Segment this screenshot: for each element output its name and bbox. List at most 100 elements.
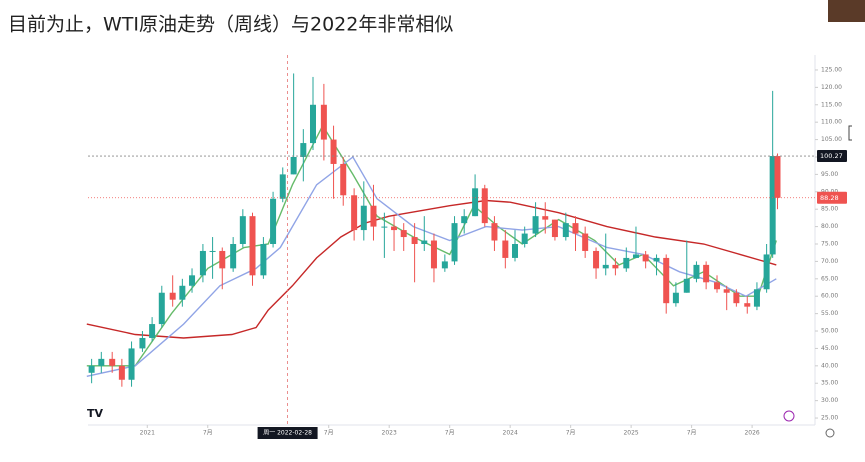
- candle-body: [653, 257, 660, 262]
- candle-body: [179, 285, 186, 300]
- candle-body: [733, 292, 740, 304]
- candle-body: [441, 261, 448, 269]
- candle-body: [572, 223, 579, 234]
- y-tick-label: 75.00: [821, 241, 838, 248]
- candle-body: [623, 257, 630, 269]
- candle-body: [551, 219, 558, 238]
- candle-body: [512, 244, 519, 258]
- candle-body: [330, 139, 337, 164]
- candle-body: [139, 337, 146, 349]
- avatar: [828, 0, 865, 22]
- candle-body: [542, 216, 549, 220]
- y-tick-label: 125.00: [821, 66, 842, 73]
- candle-body: [279, 174, 286, 199]
- candle-body: [714, 282, 721, 290]
- candle-body: [381, 226, 388, 228]
- candle-body: [128, 348, 135, 380]
- logo: TV: [87, 407, 104, 420]
- moving-average-line: [86, 155, 777, 377]
- side-icon[interactable]: [848, 125, 852, 141]
- last-price-box: [817, 191, 847, 204]
- x-tick-label: 2026: [744, 430, 759, 437]
- x-tick-label: 7月: [687, 430, 697, 437]
- x-tick-label: 7月: [324, 430, 334, 437]
- y-tick-label: 45.00: [821, 345, 838, 352]
- candle-body: [158, 292, 165, 325]
- candle-body: [199, 250, 206, 276]
- candle-body: [400, 230, 407, 238]
- candle-body: [300, 143, 307, 157]
- moving-average-line: [86, 199, 777, 339]
- candle-body: [260, 244, 267, 276]
- candle-body: [249, 216, 256, 276]
- candle-body: [753, 289, 760, 307]
- candle-body: [491, 223, 498, 241]
- candle-body: [642, 254, 649, 262]
- candle-body: [461, 216, 468, 224]
- candle-body: [744, 303, 751, 307]
- settings-icon[interactable]: [825, 428, 835, 438]
- y-tick-label: 95.00: [821, 171, 838, 178]
- candle-body: [351, 195, 358, 231]
- moving-average-line: [86, 124, 777, 367]
- candle-body: [774, 156, 781, 198]
- crosshair-y-label: 100.27: [820, 152, 843, 160]
- candle-body: [88, 365, 95, 373]
- y-tick-label: 50.00: [821, 328, 838, 335]
- candle-body: [320, 104, 327, 140]
- candle-body: [663, 257, 670, 304]
- candle-body: [340, 163, 347, 196]
- candle-body: [430, 240, 437, 269]
- crosshair-y-box: [817, 150, 847, 163]
- y-tick-label: 60.00: [821, 293, 838, 300]
- candle-body: [562, 223, 569, 238]
- last-price-label: 88.28: [820, 194, 839, 202]
- candle-body: [360, 205, 367, 231]
- candle-body: [98, 358, 105, 366]
- candle-body: [723, 289, 730, 293]
- y-tick-label: 65.00: [821, 275, 838, 282]
- candle-body: [118, 365, 125, 380]
- candle-body: [209, 250, 216, 252]
- y-tick-label: 55.00: [821, 310, 838, 317]
- candle-body: [290, 156, 297, 175]
- candle-body: [309, 104, 316, 144]
- candle-body: [230, 244, 237, 269]
- y-tick-label: 120.00: [821, 84, 842, 91]
- candle-body: [169, 292, 176, 300]
- candle-body: [632, 254, 639, 258]
- y-tick-label: 110.00: [821, 119, 842, 126]
- x-tick-label: 2024: [503, 430, 518, 437]
- candle-body: [582, 233, 589, 251]
- candle-body: [219, 250, 226, 269]
- candle-body: [109, 358, 116, 366]
- candle-body: [703, 264, 710, 283]
- icon[interactable]: [783, 410, 795, 422]
- crosshair-x-box: [257, 427, 318, 439]
- x-tick-label: 7月: [445, 430, 455, 437]
- y-tick-label: 80.00: [821, 223, 838, 230]
- y-tick-label: 105.00: [821, 136, 842, 143]
- candle-body: [532, 216, 539, 234]
- candle-body: [763, 254, 770, 290]
- y-tick-label: 30.00: [821, 397, 838, 404]
- x-tick-label: 2021: [140, 430, 155, 437]
- candle-body: [602, 264, 609, 269]
- y-tick-label: 115.00: [821, 101, 842, 108]
- x-tick-label: 2025: [623, 430, 638, 437]
- candle-body: [683, 278, 690, 293]
- candle-body: [472, 188, 479, 217]
- candle-body: [502, 240, 509, 258]
- candle-body: [481, 188, 488, 224]
- y-tick-label: 40.00: [821, 362, 838, 369]
- candle-body: [189, 275, 196, 286]
- x-tick-label: 2023: [382, 430, 397, 437]
- candle-body: [769, 156, 776, 255]
- y-tick-label: 70.00: [821, 258, 838, 265]
- candle-body: [270, 198, 277, 245]
- candle-body: [239, 216, 246, 245]
- candle-body: [149, 324, 156, 338]
- candle-body: [612, 264, 619, 269]
